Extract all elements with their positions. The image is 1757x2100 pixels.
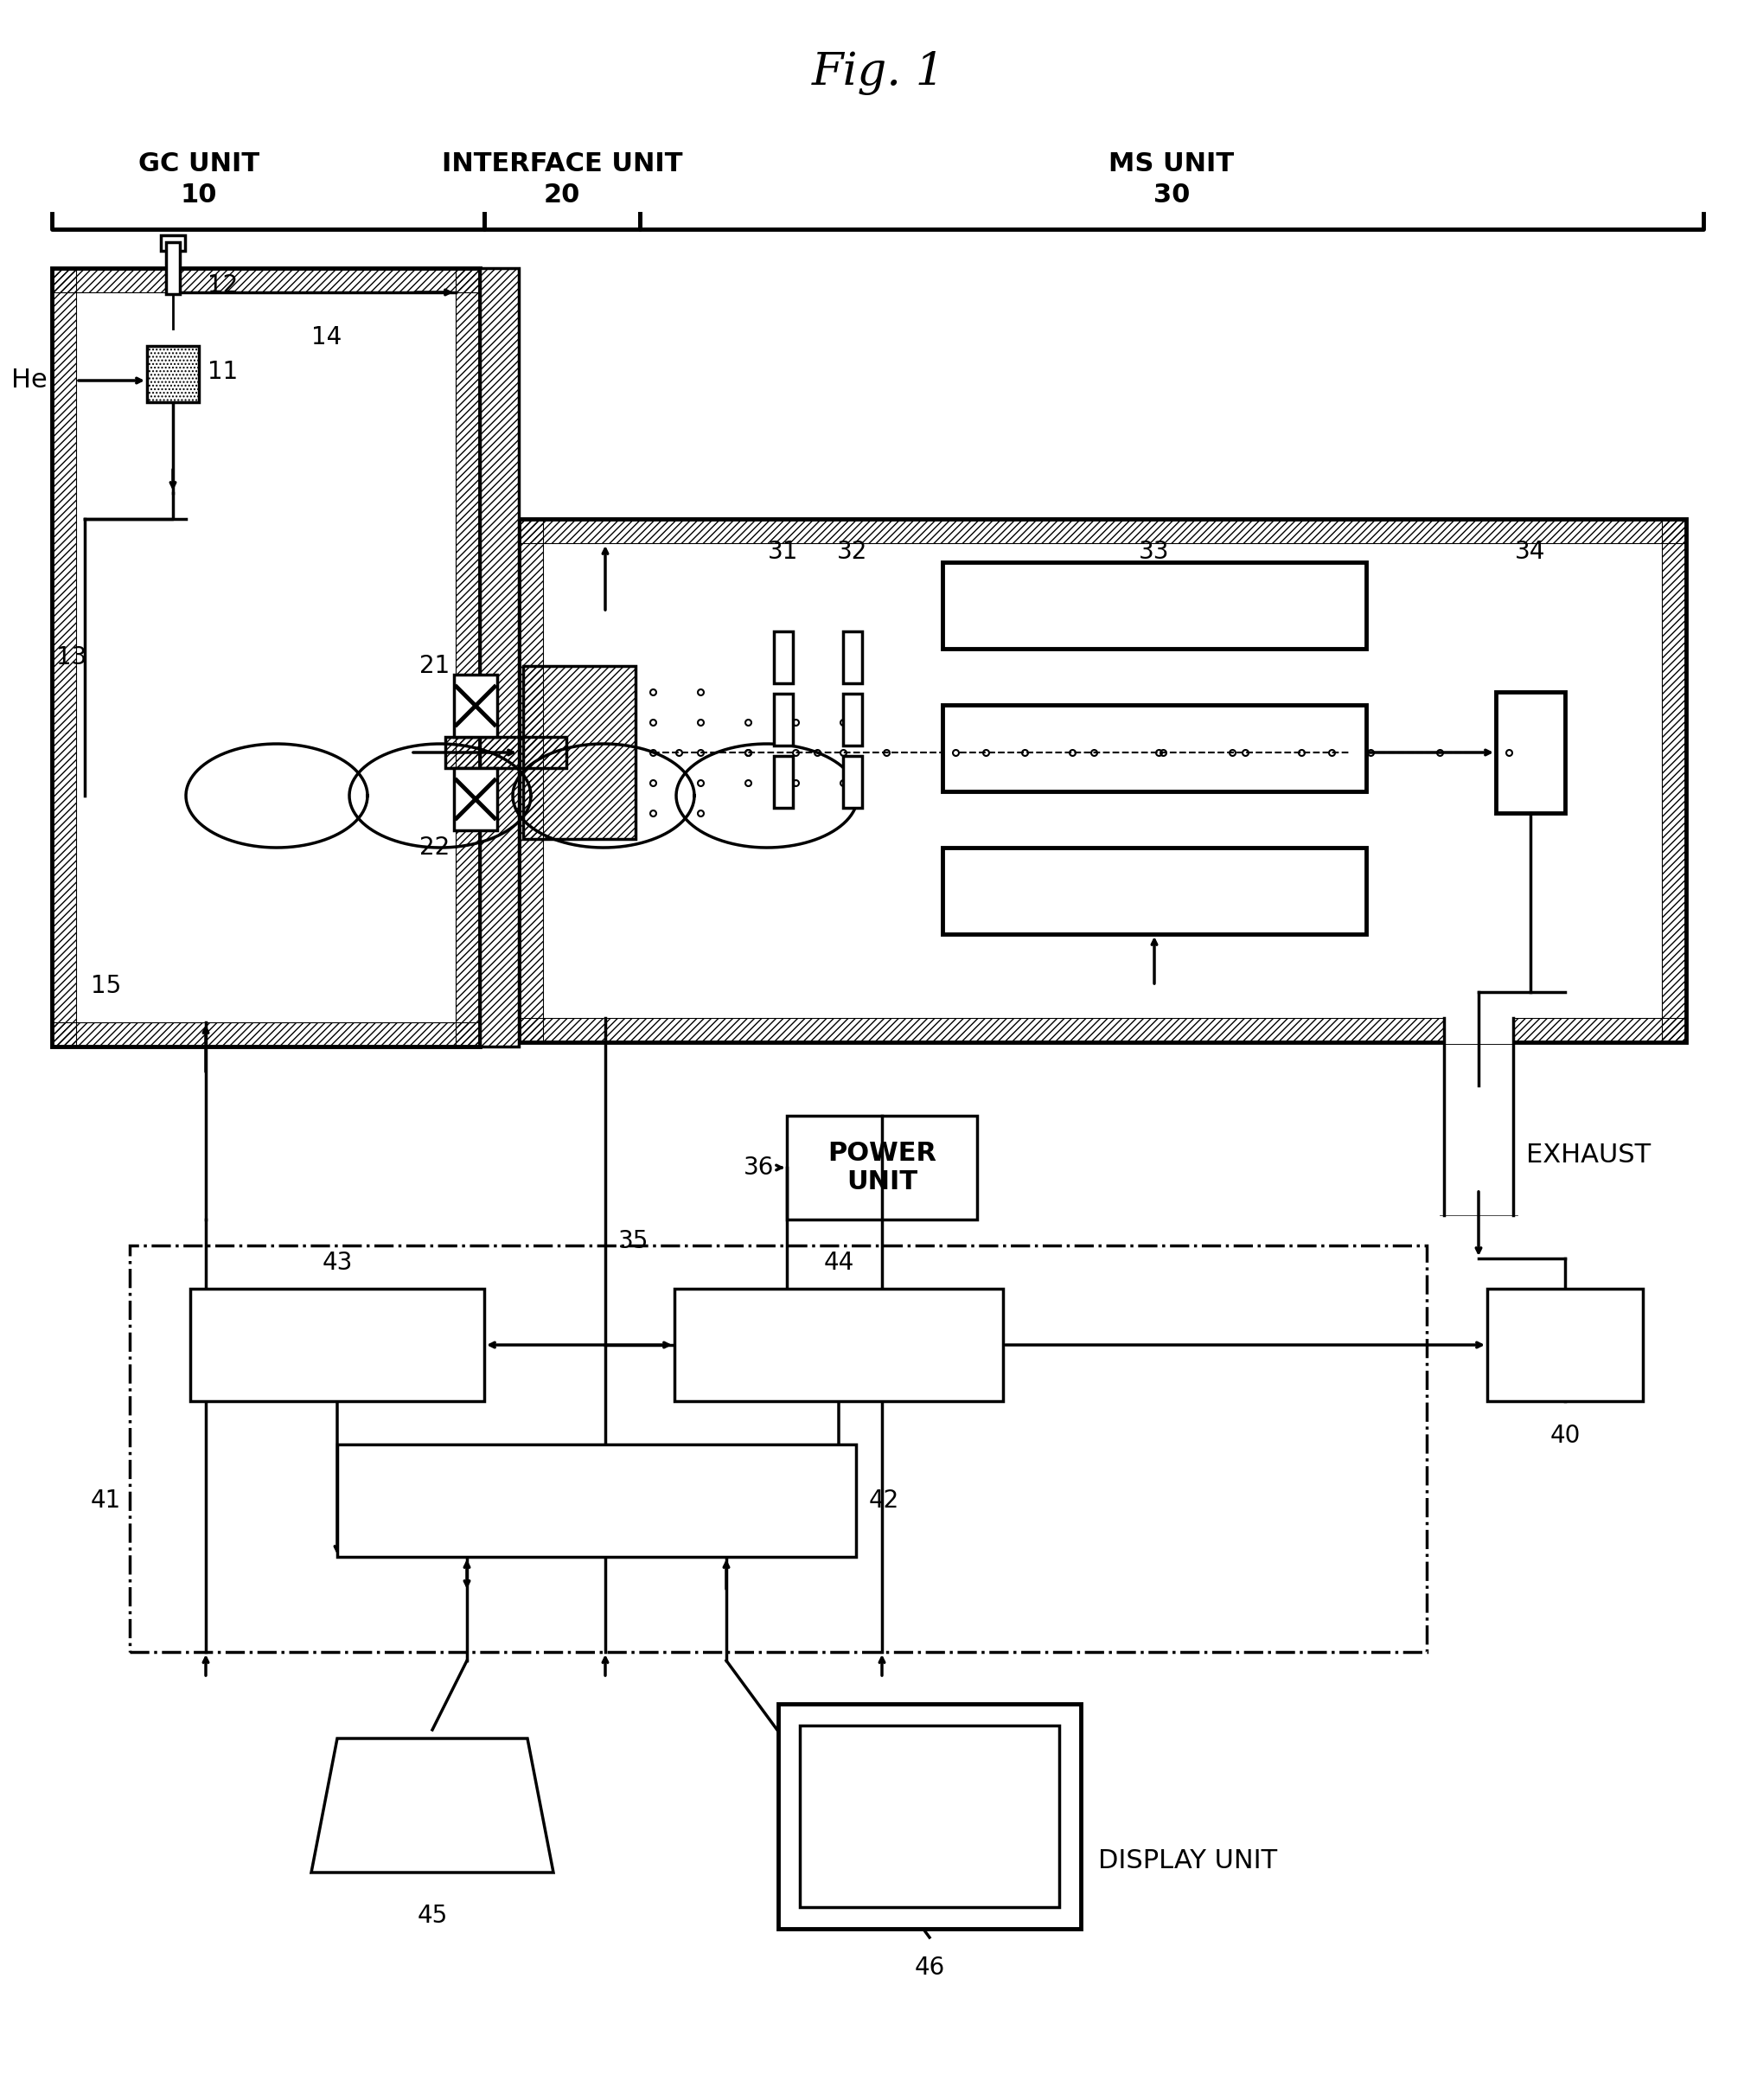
- Text: 32: 32: [838, 540, 868, 565]
- Bar: [799, 1726, 1059, 1907]
- Bar: [843, 693, 863, 745]
- Text: 41: 41: [91, 1489, 121, 1512]
- Bar: [773, 693, 792, 745]
- Text: 45: 45: [416, 1905, 448, 1928]
- Text: 36: 36: [743, 1155, 773, 1180]
- Bar: [843, 756, 863, 808]
- Text: 30: 30: [1153, 183, 1189, 208]
- Bar: [148, 346, 199, 403]
- Bar: [453, 769, 497, 830]
- Bar: [524, 666, 636, 840]
- Text: INTERFACE UNIT: INTERFACE UNIT: [441, 151, 682, 176]
- Text: DATA
PROCESSOR: DATA PROCESSOR: [748, 1319, 928, 1371]
- Bar: [518, 519, 543, 1042]
- Bar: [190, 1289, 485, 1401]
- Text: DISPLAY UNIT: DISPLAY UNIT: [1098, 1848, 1277, 1873]
- Bar: [130, 1245, 1427, 1653]
- Text: He: He: [12, 367, 47, 393]
- Text: 10: 10: [181, 183, 218, 208]
- Bar: [518, 1018, 1687, 1042]
- Text: Fig. 1: Fig. 1: [812, 52, 945, 97]
- Bar: [1486, 1289, 1643, 1401]
- Text: 46: 46: [914, 1955, 945, 1980]
- Text: CONTROLLER: CONTROLLER: [239, 1331, 436, 1357]
- Bar: [480, 269, 518, 1046]
- Bar: [453, 674, 497, 737]
- Bar: [53, 269, 76, 1046]
- Bar: [480, 269, 518, 1046]
- Text: 42: 42: [870, 1489, 900, 1512]
- Text: 35: 35: [618, 1228, 648, 1254]
- Text: 13: 13: [56, 645, 86, 670]
- Bar: [455, 269, 480, 1046]
- Bar: [518, 519, 1687, 1042]
- Text: 43: 43: [322, 1252, 353, 1275]
- Text: 20: 20: [543, 183, 580, 208]
- Text: 15: 15: [91, 974, 121, 997]
- Text: A / D: A / D: [1530, 1331, 1601, 1357]
- Bar: [787, 1115, 977, 1220]
- Text: GC UNIT: GC UNIT: [139, 151, 260, 176]
- Bar: [675, 1289, 1003, 1401]
- Bar: [778, 1703, 1081, 1928]
- Text: 22: 22: [420, 836, 450, 859]
- Bar: [773, 632, 792, 682]
- Bar: [773, 756, 792, 808]
- Bar: [53, 269, 480, 292]
- Polygon shape: [311, 1739, 553, 1873]
- Bar: [165, 242, 179, 294]
- Text: 34: 34: [1515, 540, 1546, 565]
- Bar: [337, 1445, 856, 1556]
- Text: 21: 21: [420, 653, 450, 678]
- Text: EXHAUST: EXHAUST: [1527, 1142, 1652, 1168]
- Text: CENTRAL
CONTROLLER: CENTRAL CONTROLLER: [499, 1474, 694, 1527]
- Text: POWER
UNIT: POWER UNIT: [828, 1140, 936, 1195]
- Bar: [1662, 519, 1687, 1042]
- Bar: [1444, 1016, 1513, 1044]
- Text: 44: 44: [824, 1252, 854, 1275]
- Text: 33: 33: [1139, 540, 1170, 565]
- Bar: [518, 519, 1687, 544]
- Text: 12: 12: [207, 273, 237, 298]
- Text: 14: 14: [311, 325, 343, 349]
- Text: 31: 31: [768, 540, 799, 565]
- Bar: [942, 563, 1367, 649]
- Bar: [942, 706, 1367, 792]
- Bar: [53, 269, 480, 1046]
- Bar: [843, 632, 863, 682]
- Text: 11: 11: [207, 359, 237, 384]
- Bar: [53, 1023, 480, 1046]
- Bar: [942, 848, 1367, 934]
- Text: 40: 40: [1550, 1424, 1580, 1447]
- Text: MS UNIT: MS UNIT: [1109, 151, 1235, 176]
- Bar: [445, 737, 566, 769]
- Bar: [1495, 691, 1565, 813]
- Bar: [162, 235, 184, 250]
